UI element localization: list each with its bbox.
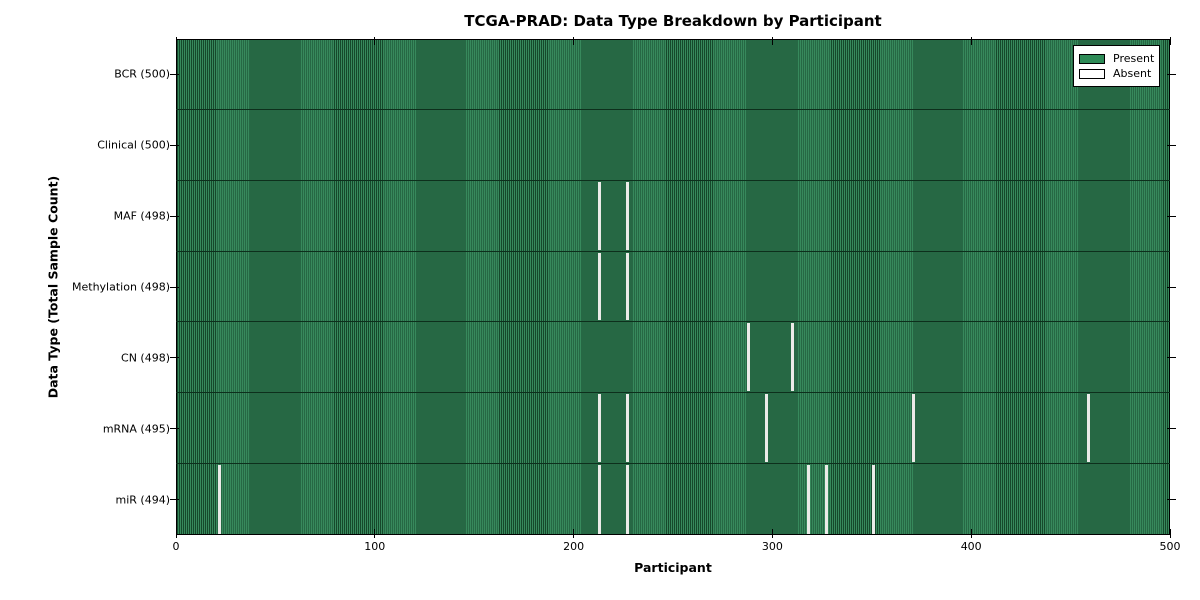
legend-swatch-absent xyxy=(1079,68,1105,79)
legend-label: Absent xyxy=(1113,67,1152,80)
tick-mark xyxy=(970,37,972,45)
heatmap-row-cn xyxy=(176,322,1170,394)
tick-mark xyxy=(374,529,376,538)
absent-gap xyxy=(218,465,222,534)
tick-mark xyxy=(170,499,179,501)
tick-mark xyxy=(1167,215,1176,217)
y-tick-label: CN (498) xyxy=(121,351,170,365)
heatmap-row-methylation xyxy=(176,252,1170,323)
tick-mark xyxy=(771,37,773,45)
absent-gap xyxy=(872,465,876,534)
x-tick-label: 300 xyxy=(761,540,783,553)
legend-swatch-present xyxy=(1079,53,1105,64)
absent-gap xyxy=(597,465,601,534)
tick-mark xyxy=(170,215,179,217)
absent-gap xyxy=(806,465,810,534)
tick-mark xyxy=(573,37,575,45)
tick-mark xyxy=(1167,286,1176,288)
heatmap-row-maf xyxy=(176,181,1170,252)
legend-label: Present xyxy=(1113,52,1155,65)
y-tick-label: Methylation (498) xyxy=(72,280,170,294)
tick-mark xyxy=(1169,529,1171,538)
absent-gap xyxy=(625,394,629,463)
absent-gap xyxy=(597,394,601,463)
heatmap-row-mir xyxy=(176,464,1170,535)
y-tick-label: Clinical (500) xyxy=(97,138,170,152)
absent-gap xyxy=(625,181,629,250)
absent-gap xyxy=(790,323,794,392)
x-tick-label: 200 xyxy=(563,540,585,553)
y-tick-label: BCR (500) xyxy=(114,67,170,81)
y-tick-label: miR (494) xyxy=(115,493,171,507)
plot-area xyxy=(176,39,1170,535)
tick-mark xyxy=(1167,144,1176,146)
absent-gap xyxy=(764,394,768,463)
y-axis-label: Data Type (Total Sample Count) xyxy=(45,175,61,399)
absent-gap xyxy=(625,252,629,321)
heatmap-row-mrna xyxy=(176,393,1170,465)
x-axis-label: Participant xyxy=(634,560,712,575)
x-tick-label: 100 xyxy=(364,540,386,553)
tick-mark xyxy=(175,529,177,538)
heatmap-row-bcr xyxy=(176,39,1170,110)
tick-mark xyxy=(175,37,177,45)
absent-gap xyxy=(597,252,601,321)
absent-gap xyxy=(597,181,601,250)
tick-mark xyxy=(573,529,575,538)
tick-mark xyxy=(771,529,773,538)
tick-mark xyxy=(170,357,179,359)
legend-entry-absent: Absent xyxy=(1079,67,1154,80)
x-tick-label: 0 xyxy=(172,540,180,553)
absent-gap xyxy=(912,394,916,463)
legend-entry-present: Present xyxy=(1079,52,1154,65)
absent-gap xyxy=(747,323,751,392)
tick-mark xyxy=(374,37,376,45)
tick-mark xyxy=(1169,37,1171,45)
tick-mark xyxy=(1167,73,1176,75)
tick-mark xyxy=(170,73,179,75)
tick-mark xyxy=(170,144,179,146)
tick-mark xyxy=(1167,357,1176,359)
legend: Present Absent xyxy=(1073,45,1160,87)
y-tick-label: MAF (498) xyxy=(113,209,170,223)
x-tick-label: 500 xyxy=(1159,540,1181,553)
chart-title: TCGA-PRAD: Data Type Breakdown by Partic… xyxy=(464,12,882,30)
tick-mark xyxy=(1167,428,1176,430)
absent-gap xyxy=(1086,394,1090,463)
tick-mark xyxy=(170,286,179,288)
absent-gap xyxy=(824,465,828,534)
x-tick-label: 400 xyxy=(960,540,982,553)
tick-mark xyxy=(170,428,179,430)
y-tick-label: mRNA (495) xyxy=(102,422,170,436)
heatmap-row-clinical xyxy=(176,110,1170,181)
absent-gap xyxy=(625,465,629,534)
tick-mark xyxy=(970,529,972,538)
tick-mark xyxy=(1167,499,1176,501)
